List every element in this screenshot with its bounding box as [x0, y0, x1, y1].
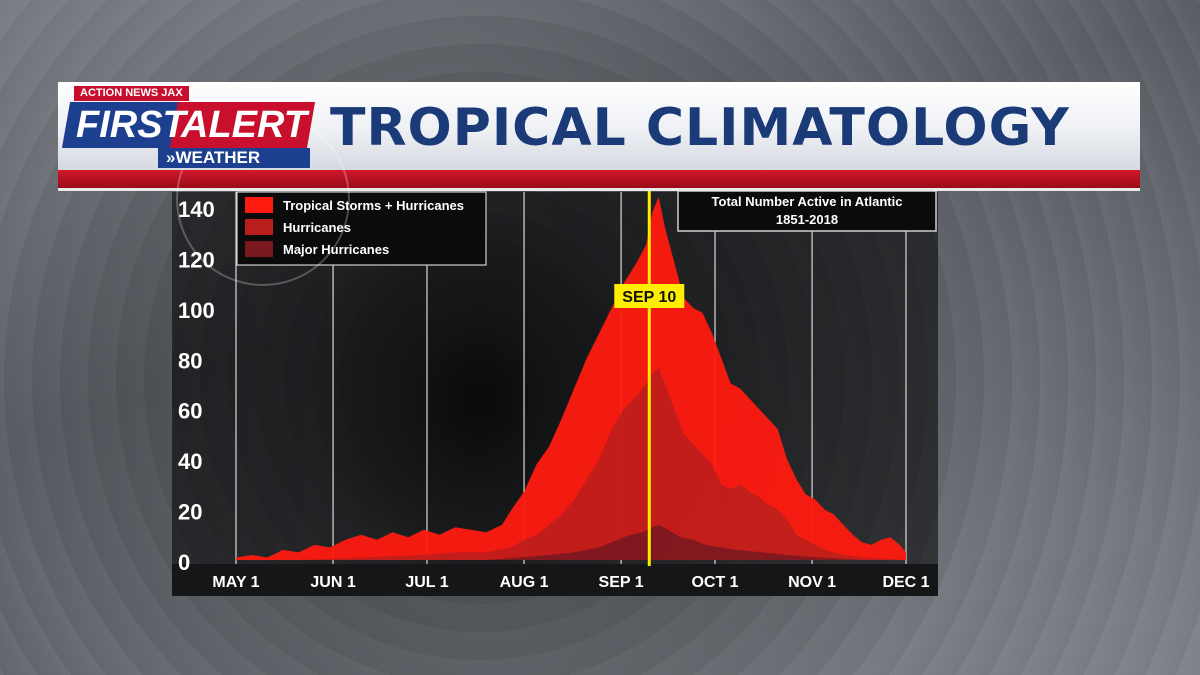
x-tick-label: SEP 1: [599, 574, 644, 591]
y-tick-label: 100: [178, 298, 215, 323]
chart-areas: [236, 196, 906, 560]
area-major-hurricanes: [236, 524, 906, 560]
y-tick-label: 20: [178, 500, 202, 525]
x-tick-label: DEC 1: [882, 574, 929, 591]
x-axis-ticks: MAY 1 JUN 1 JUL 1 AUG 1 SEP 1 OCT 1 NOV 1 DEC 1: [212, 574, 929, 591]
x-tick-label: OCT 1: [691, 574, 738, 591]
chart-subtitle: 1851-2018: [776, 212, 838, 227]
page-title: TROPICAL CLIMATOLOGY: [330, 98, 1070, 158]
area-tropical-storms-hurricanes: [236, 196, 906, 560]
logo-first-text: FIRST: [76, 104, 186, 146]
info-box: Total Number Active in Atlantic 1851-201…: [677, 190, 937, 232]
area-hurricanes: [236, 368, 906, 560]
logo-station-label: ACTION NEWS JAX: [74, 86, 189, 101]
y-tick-label: 60: [178, 399, 202, 424]
marker-label: SEP 10: [622, 289, 676, 306]
x-tick-label: JUL 1: [405, 574, 448, 591]
x-tick-label: NOV 1: [788, 574, 836, 591]
info-box-background: [677, 190, 937, 232]
date-marker: SEP 10: [614, 190, 685, 566]
x-tick-label: MAY 1: [212, 574, 259, 591]
banner-divider: [58, 188, 1140, 191]
x-tick-label: JUN 1: [310, 574, 355, 591]
y-tick-label: 0: [178, 550, 190, 575]
logo-alert-text: ALERT: [181, 104, 307, 146]
y-tick-label: 40: [178, 449, 202, 474]
marker-label-background: [614, 284, 685, 308]
first-alert-weather-logo: ACTION NEWS JAX FIRST ALERT »WEATHER: [61, 84, 350, 286]
y-tick-label: 80: [178, 348, 202, 373]
x-tick-label: AUG 1: [500, 574, 549, 591]
logo-weather-text: »WEATHER: [158, 148, 310, 168]
chart-title: Total Number Active in Atlantic: [712, 194, 903, 209]
x-axis-band: [172, 564, 938, 596]
